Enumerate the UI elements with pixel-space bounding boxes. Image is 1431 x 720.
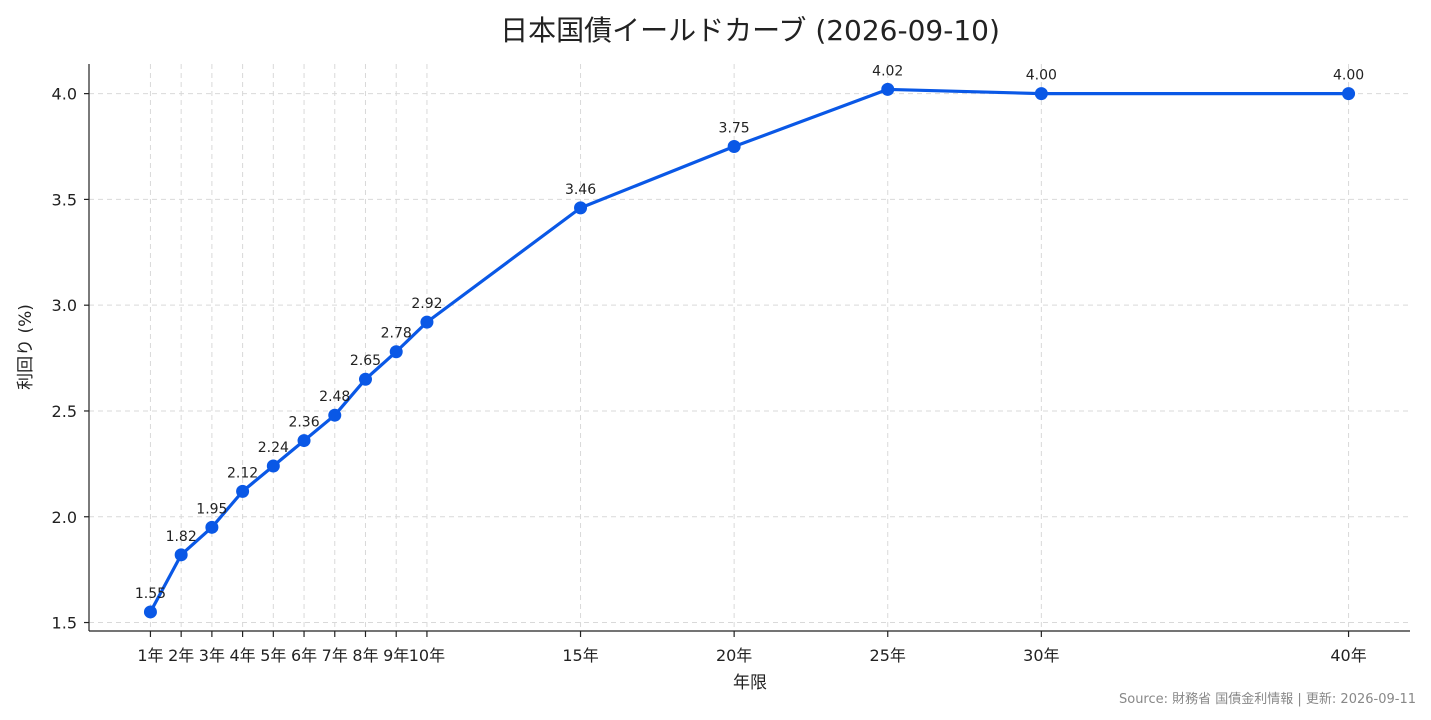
y-ticks: 1.5 2.0 2.5 3.0 3.5 4.0 — [52, 85, 89, 633]
data-labels: 1.55 1.82 1.95 2.122.24 2.362.48 2.652.78 2.92… — [135, 63, 1364, 602]
data-label: 1.55 — [135, 586, 166, 602]
source-note: Source: 財務省 国債金利情報 | 更新: 2026-09-11 — [1119, 691, 1416, 707]
data-label: 2.48 — [319, 389, 350, 405]
y-tick-label: 3.5 — [52, 190, 77, 209]
data-point — [236, 484, 250, 498]
x-tick-label: 9年 — [383, 646, 409, 665]
y-tick-label: 4.0 — [52, 85, 77, 104]
data-label: 3.75 — [719, 121, 750, 137]
data-point — [358, 372, 372, 386]
data-point — [389, 345, 403, 359]
data-point — [174, 548, 188, 562]
data-label: 1.95 — [196, 501, 227, 517]
grid — [89, 64, 1410, 631]
y-axis-label: 利回り (%) — [16, 304, 36, 390]
x-tick-label: 2年 — [168, 646, 194, 665]
data-point — [1034, 87, 1048, 101]
axes — [88, 64, 1410, 632]
x-tick-label: 25年 — [870, 646, 906, 665]
data-label: 3.46 — [565, 182, 596, 198]
data-label: 2.24 — [258, 440, 289, 456]
data-label: 2.12 — [227, 465, 258, 481]
data-point — [420, 315, 434, 329]
y-tick-label: 3.0 — [52, 296, 77, 315]
data-point — [1342, 87, 1356, 101]
x-tick-label: 20年 — [716, 646, 752, 665]
x-tick-label: 5年 — [260, 646, 286, 665]
data-point — [574, 201, 588, 215]
data-point — [297, 434, 311, 448]
x-tick-label: 40年 — [1330, 646, 1366, 665]
data-label: 4.00 — [1333, 68, 1364, 84]
data-point — [727, 140, 741, 154]
y-tick-label: 1.5 — [52, 614, 77, 633]
x-tick-label: 10年 — [409, 646, 445, 665]
x-ticks: 1年 2年 3年 4年 5年 6年 7年 8年 9年 10年 15年 20年 25年 30年 40年 — [137, 631, 1367, 665]
x-tick-label: 30年 — [1023, 646, 1059, 665]
x-tick-label: 1年 — [137, 646, 163, 665]
data-label: 2.36 — [288, 415, 319, 431]
data-label: 2.92 — [411, 296, 442, 312]
x-tick-label: 4年 — [230, 646, 256, 665]
x-tick-label: 3年 — [199, 646, 225, 665]
x-tick-label: 7年 — [322, 646, 348, 665]
data-label: 2.65 — [350, 353, 381, 369]
chart-title: 日本国債イールドカーブ (2026-09-10) — [500, 14, 1000, 47]
data-point — [881, 82, 895, 96]
data-point — [266, 459, 280, 473]
data-point — [328, 408, 342, 422]
data-label: 4.02 — [872, 63, 903, 79]
x-tick-label: 6年 — [291, 646, 317, 665]
data-label: 4.00 — [1026, 68, 1057, 84]
data-label: 1.82 — [166, 529, 197, 545]
data-label: 2.78 — [381, 326, 412, 342]
y-tick-label: 2.0 — [52, 508, 77, 527]
y-tick-label: 2.5 — [52, 402, 77, 421]
series-line — [148, 87, 1351, 614]
series-group — [143, 82, 1356, 619]
x-axis-label: 年限 — [733, 673, 767, 693]
x-tick-label: 8年 — [352, 646, 378, 665]
x-tick-label: 15年 — [562, 646, 598, 665]
data-point — [143, 605, 157, 619]
data-point — [205, 520, 219, 534]
